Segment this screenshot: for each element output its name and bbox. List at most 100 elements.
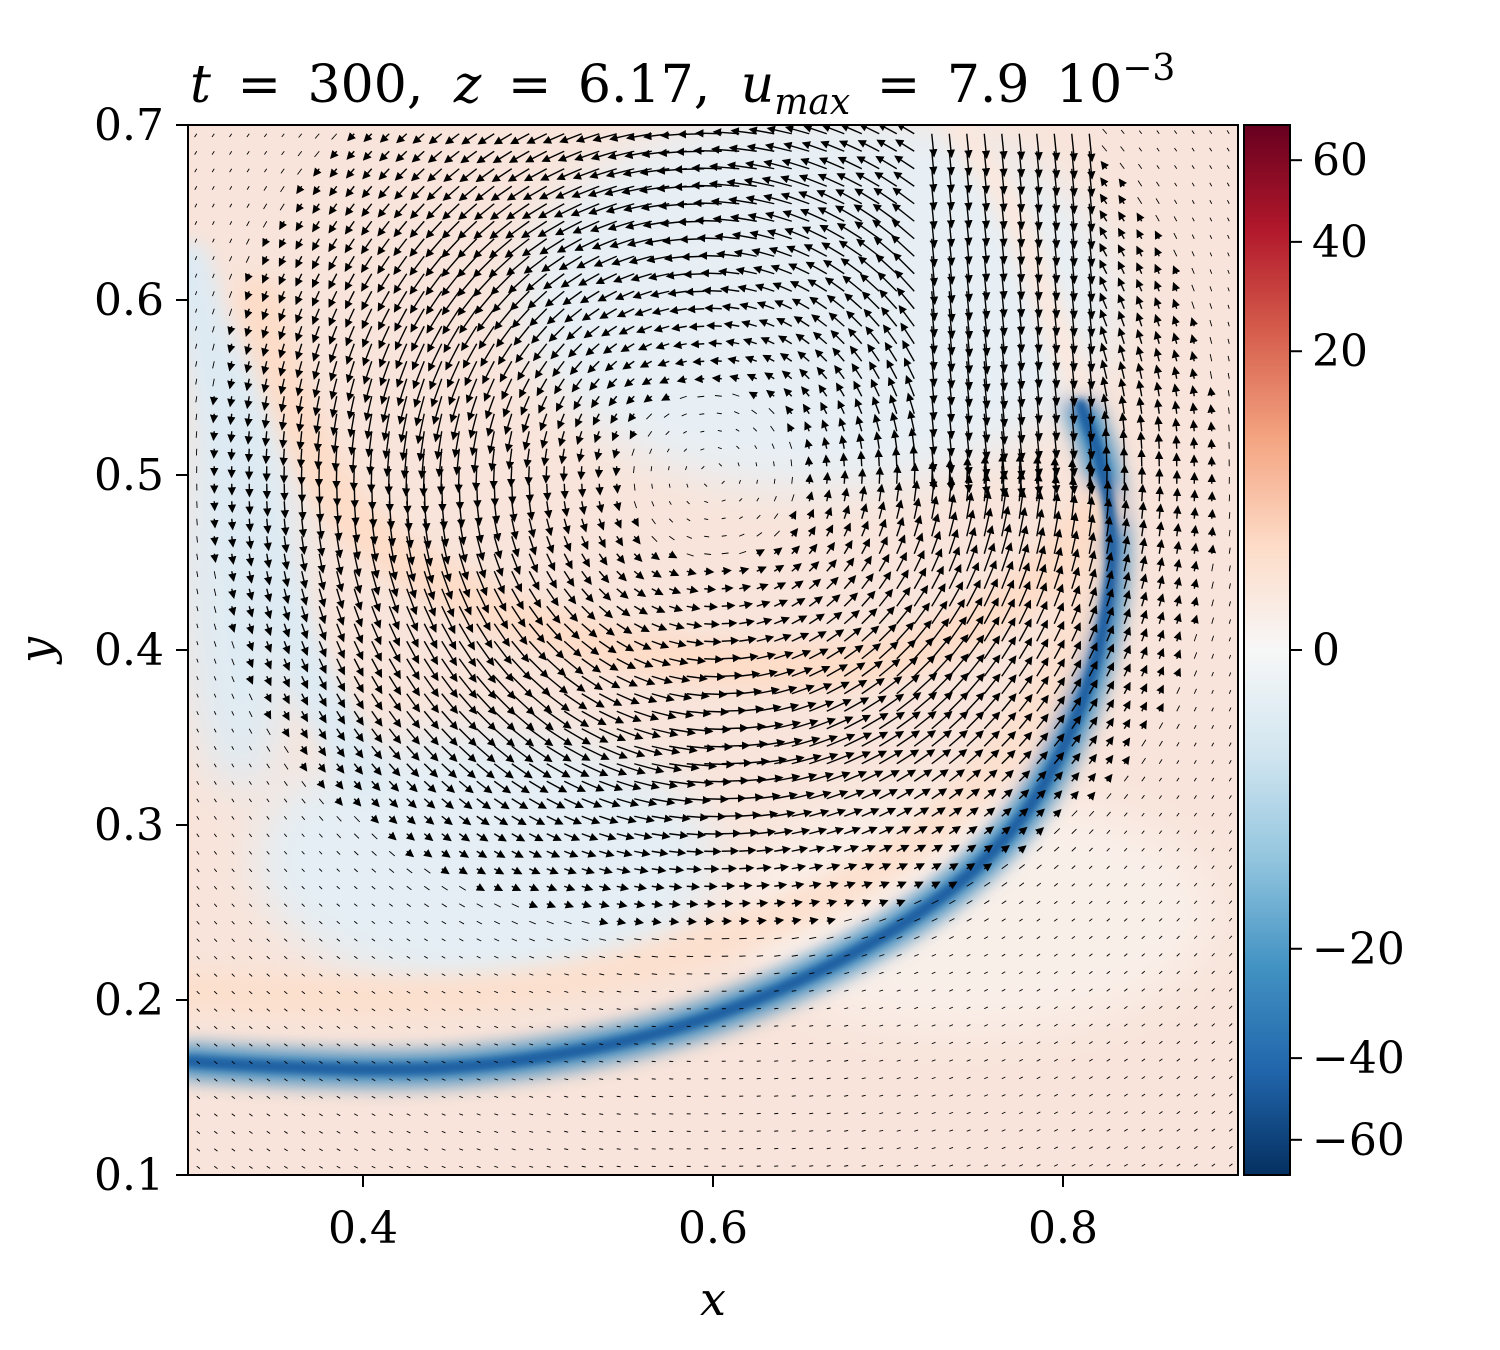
- velocity-arrow: [261, 290, 270, 303]
- velocity-arrow: [1207, 526, 1217, 537]
- velocity-arrow: [213, 1148, 218, 1152]
- velocity-arrow: [700, 268, 722, 278]
- velocity-arrow: [196, 1130, 201, 1135]
- velocity-arrow: [228, 606, 237, 616]
- velocity-arrow: [227, 361, 236, 372]
- velocity-arrow: [284, 1148, 288, 1152]
- velocity-arrow: [231, 1148, 236, 1152]
- velocity-arrow: [246, 623, 255, 635]
- velocity-arrow: [318, 815, 324, 821]
- velocity-arrow: [1190, 507, 1199, 519]
- velocity-arrow: [248, 990, 253, 995]
- velocity-arrow: [634, 1043, 639, 1045]
- velocity-arrow: [371, 990, 376, 994]
- plot-title: t = 300, z = 6.17, umax = 7.9 10−3: [190, 48, 1175, 127]
- velocity-arrow: [248, 1008, 253, 1012]
- title-sep-2: ,: [694, 55, 711, 115]
- title-u-exp: −3: [1122, 48, 1175, 89]
- velocity-arrow: [245, 238, 250, 245]
- y-tick-label-2: 0.3: [94, 800, 164, 851]
- velocity-arrow: [278, 413, 288, 431]
- velocity-arrow: [212, 291, 215, 297]
- velocity-arrow: [246, 641, 254, 652]
- velocity-arrow: [299, 571, 309, 589]
- velocity-arrow: [686, 305, 705, 314]
- velocity-arrow: [263, 553, 273, 569]
- velocity-arrow: [336, 1078, 341, 1082]
- velocity-arrow: [231, 798, 235, 803]
- velocity-arrow: [370, 814, 380, 824]
- velocity-arrow: [683, 270, 705, 279]
- velocity-arrow: [695, 129, 722, 138]
- velocity-arrow: [301, 1148, 306, 1152]
- velocity-arrow: [1189, 436, 1199, 449]
- velocity-arrow: [212, 238, 215, 243]
- velocity-arrow: [283, 955, 288, 960]
- velocity-arrow: [857, 468, 867, 484]
- velocity-arrow: [283, 1043, 288, 1047]
- velocity-arrow: [296, 448, 306, 468]
- velocity-arrow: [371, 885, 376, 890]
- velocity-arrow: [319, 1165, 323, 1169]
- velocity-arrow: [283, 990, 288, 995]
- velocity-arrow: [686, 917, 697, 926]
- velocity-arrow: [213, 606, 217, 613]
- velocity-arrow: [266, 990, 271, 995]
- velocity-arrow: [909, 445, 918, 467]
- velocity-arrow: [329, 378, 338, 400]
- velocity-arrow: [283, 850, 288, 855]
- velocity-arrow: [231, 920, 235, 925]
- velocity-arrow: [336, 850, 341, 855]
- velocity-arrow: [704, 584, 717, 594]
- velocity-arrow: [266, 815, 270, 820]
- velocity-arrow: [312, 185, 322, 196]
- velocity-arrow: [295, 378, 304, 397]
- velocity-arrow: [739, 899, 751, 908]
- velocity-arrow: [213, 1025, 218, 1030]
- velocity-arrow: [245, 536, 255, 550]
- title-u-label: u: [741, 55, 775, 115]
- velocity-arrow: [263, 536, 272, 552]
- velocity-arrow: [328, 290, 338, 308]
- velocity-arrow: [344, 255, 355, 272]
- velocity-arrow: [261, 326, 270, 339]
- velocity-arrow: [246, 150, 250, 155]
- velocity-arrow: [353, 780, 363, 791]
- velocity-arrow: [910, 462, 920, 484]
- velocity-arrow: [312, 203, 321, 214]
- velocity-arrow: [196, 781, 200, 785]
- velocity-arrow: [263, 186, 268, 191]
- velocity-arrow: [262, 255, 270, 266]
- title-eq-3: =: [877, 55, 921, 115]
- velocity-arrow: [283, 1113, 288, 1117]
- velocity-arrow: [691, 163, 722, 173]
- velocity-arrow: [299, 728, 308, 739]
- velocity-arrow: [283, 885, 288, 890]
- velocity-arrow: [295, 273, 303, 287]
- velocity-arrow: [213, 1043, 218, 1047]
- velocity-arrow: [809, 1165, 814, 1167]
- velocity-arrow: [354, 1095, 358, 1099]
- velocity-arrow: [371, 903, 376, 907]
- velocity-arrow: [300, 623, 309, 640]
- velocity-arrow: [248, 1148, 253, 1152]
- velocity-arrow: [301, 903, 305, 907]
- velocity-arrow: [354, 1165, 359, 1169]
- velocity-arrow: [311, 290, 320, 307]
- velocity-arrow: [840, 469, 849, 484]
- velocity-arrow: [354, 1148, 358, 1152]
- velocity-arrow: [196, 1148, 201, 1152]
- velocity-arrow: [278, 273, 287, 286]
- velocity-arrow: [231, 1043, 236, 1047]
- velocity-arrow: [328, 325, 338, 345]
- velocity-arrow: [301, 780, 307, 787]
- velocity-arrow: [371, 1025, 376, 1029]
- velocity-arrow: [329, 185, 338, 197]
- velocity-arrow: [196, 1078, 201, 1082]
- velocity-arrow: [231, 1130, 236, 1134]
- velocity-arrow: [196, 606, 199, 612]
- velocity-arrow: [231, 641, 235, 649]
- velocity-arrow: [231, 1113, 236, 1117]
- x-axis: 0.4 0.6 0.8: [328, 1175, 1098, 1254]
- velocity-arrow: [336, 640, 346, 659]
